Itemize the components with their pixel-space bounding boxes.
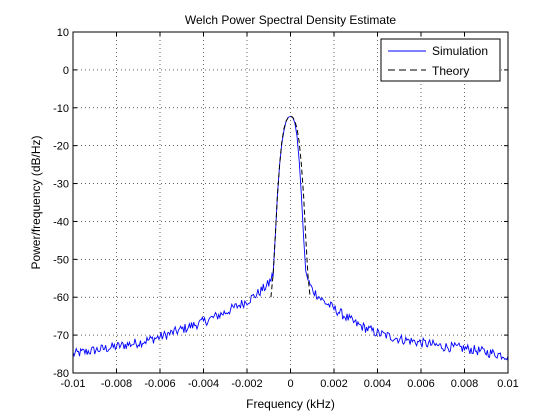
x-tick-label: 0.006	[407, 378, 435, 390]
y-tick-label: -20	[53, 141, 69, 153]
x-tick-label: -0.004	[188, 378, 219, 390]
legend-label-simulation: Simulation	[432, 44, 488, 58]
y-tick-label: -30	[53, 179, 69, 191]
ticks	[72, 31, 509, 374]
x-tick-label: -0.008	[101, 378, 132, 390]
y-tick-label: -80	[53, 368, 69, 380]
x-tick-label: 0.002	[320, 378, 348, 390]
x-tick-labels: -0.01 -0.008 -0.006 -0.004 -0.002 0 0.002 0.004…	[60, 378, 518, 390]
y-tick-label: -50	[53, 254, 69, 266]
y-tick-labels: 10 0 -10 -20 -30 -40 -50 -60 -70 -80	[53, 27, 69, 380]
x-tick-label: -0.002	[231, 378, 262, 390]
legend-label-theory: Theory	[432, 64, 469, 78]
y-tick-label: -40	[53, 216, 69, 228]
x-axis-label: Frequency (kHz)	[246, 397, 335, 411]
y-tick-label: 0	[63, 65, 69, 77]
y-tick-label: -10	[53, 103, 69, 115]
legend: Simulation Theory	[380, 38, 501, 82]
y-tick-label: -70	[53, 330, 69, 342]
x-tick-label: 0.004	[364, 378, 392, 390]
series-line-theory	[270, 115, 311, 298]
series-layer	[73, 115, 508, 361]
x-tick-label: 0.008	[451, 378, 479, 390]
y-tick-label: -60	[53, 292, 69, 304]
x-tick-label: 0.01	[497, 378, 518, 390]
grid	[72, 31, 509, 374]
plot-background	[73, 32, 508, 373]
y-axis-label: Power/frequency (dB/Hz)	[29, 135, 43, 269]
y-tick-label: 10	[57, 27, 69, 39]
x-tick-label: 0	[287, 378, 293, 390]
legend-box	[380, 38, 501, 82]
x-tick-label: -0.006	[144, 378, 175, 390]
x-tick-label: -0.01	[60, 378, 85, 390]
chart-title: Welch Power Spectral Density Estimate	[185, 13, 397, 27]
